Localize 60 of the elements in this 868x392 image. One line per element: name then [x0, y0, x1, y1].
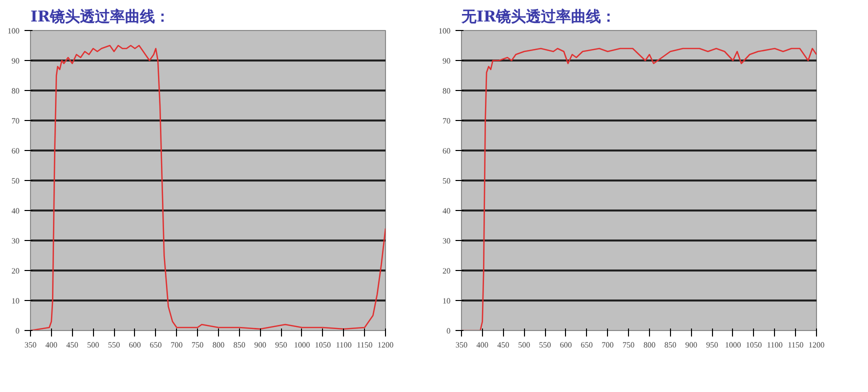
x-tick-label: 350 — [456, 340, 468, 350]
y-tick-label: 0 — [446, 326, 450, 336]
x-tick-label: 950 — [275, 340, 288, 350]
x-tick-label: 1100 — [336, 340, 352, 350]
x-tick-label: 1100 — [766, 340, 783, 350]
x-tick-label: 850 — [233, 340, 246, 350]
y-tick-label: 10 — [12, 296, 20, 306]
x-tick-label: 1200 — [808, 340, 824, 350]
x-tick-label: 1200 — [378, 340, 394, 350]
x-tick-label: 600 — [128, 340, 141, 350]
y-tick-label: 10 — [442, 296, 450, 306]
chart-title: IR镜头透过率曲线： — [30, 8, 170, 26]
x-tick-label: 550 — [539, 340, 552, 350]
x-tick-label: 1050 — [314, 340, 331, 350]
y-tick-label: 100 — [8, 26, 20, 36]
y-tick-label: 90 — [442, 56, 450, 66]
x-tick-label: 350 — [24, 340, 36, 350]
x-tick-label: 600 — [560, 340, 572, 350]
x-tick-label: 750 — [622, 340, 635, 350]
x-tick-label: 400 — [45, 340, 58, 350]
y-tick-label: 40 — [442, 206, 450, 216]
y-tick-label: 20 — [12, 266, 20, 276]
y-tick-label: 0 — [16, 326, 20, 336]
y-tick-label: 90 — [12, 56, 20, 66]
y-tick-label: 40 — [12, 206, 20, 216]
x-tick-label: 400 — [476, 340, 488, 350]
y-tick-label: 20 — [442, 266, 450, 276]
x-tick-label: 1000 — [724, 340, 741, 350]
x-tick-label: 1000 — [294, 340, 310, 350]
x-tick-label: 500 — [87, 340, 100, 350]
x-tick-label: 750 — [192, 340, 204, 350]
y-tick-label: 80 — [442, 86, 450, 96]
x-tick-label: 900 — [254, 340, 266, 350]
y-tick-label: 70 — [442, 116, 450, 126]
y-tick-label: 50 — [12, 176, 20, 186]
y-tick-label: 60 — [442, 146, 450, 156]
y-tick-label: 100 — [438, 26, 450, 36]
y-tick-label: 50 — [442, 176, 450, 186]
x-tick-label: 950 — [706, 340, 718, 350]
x-tick-label: 1150 — [356, 340, 372, 350]
x-tick-label: 650 — [580, 340, 593, 350]
x-tick-label: 550 — [108, 340, 120, 350]
x-tick-label: 650 — [150, 340, 162, 350]
x-tick-label: 800 — [212, 340, 224, 350]
x-tick-label: 850 — [664, 340, 676, 350]
x-tick-label: 450 — [66, 340, 78, 350]
x-tick-label: 900 — [685, 340, 698, 350]
x-tick-label: 800 — [643, 340, 656, 350]
y-tick-label: 70 — [12, 116, 20, 126]
y-tick-label: 30 — [442, 236, 450, 246]
y-tick-label: 30 — [12, 236, 20, 246]
x-tick-label: 1050 — [746, 340, 762, 350]
x-tick-label: 700 — [170, 340, 183, 350]
chart-title: 无IR镜头透过率曲线： — [460, 8, 616, 26]
y-tick-label: 60 — [12, 146, 20, 156]
x-tick-label: 450 — [497, 340, 510, 350]
x-tick-label: 500 — [518, 340, 530, 350]
x-tick-label: 700 — [602, 340, 614, 350]
x-tick-label: 1150 — [788, 340, 804, 350]
y-tick-label: 80 — [12, 86, 20, 96]
